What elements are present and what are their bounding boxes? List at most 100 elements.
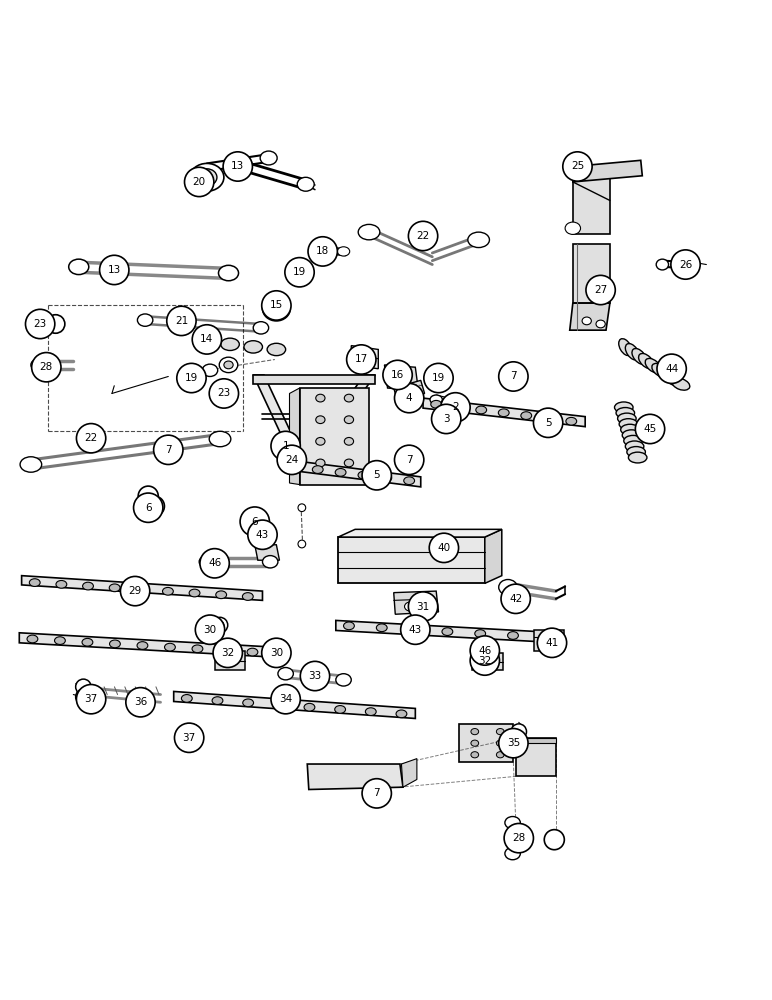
Circle shape: [134, 493, 163, 522]
Ellipse shape: [76, 679, 91, 695]
Ellipse shape: [508, 632, 519, 639]
Ellipse shape: [164, 643, 175, 651]
Ellipse shape: [221, 384, 236, 400]
Ellipse shape: [399, 448, 419, 468]
Ellipse shape: [182, 367, 201, 383]
Polygon shape: [516, 738, 556, 776]
Text: 14: 14: [200, 334, 214, 344]
Ellipse shape: [273, 701, 284, 709]
Ellipse shape: [496, 729, 504, 735]
Ellipse shape: [505, 817, 520, 829]
Ellipse shape: [471, 752, 479, 758]
Circle shape: [76, 424, 106, 453]
Circle shape: [100, 255, 129, 285]
Polygon shape: [307, 764, 403, 790]
Ellipse shape: [543, 415, 554, 422]
Circle shape: [25, 309, 55, 339]
Circle shape: [277, 445, 306, 475]
Ellipse shape: [498, 409, 509, 417]
Ellipse shape: [262, 556, 278, 568]
Ellipse shape: [46, 315, 65, 333]
Ellipse shape: [408, 622, 423, 637]
Ellipse shape: [27, 635, 38, 643]
Ellipse shape: [184, 733, 199, 749]
Ellipse shape: [316, 394, 325, 402]
Ellipse shape: [471, 729, 479, 735]
Ellipse shape: [371, 786, 382, 797]
Ellipse shape: [136, 586, 147, 593]
Ellipse shape: [218, 265, 239, 281]
Ellipse shape: [499, 580, 517, 595]
Ellipse shape: [365, 708, 376, 715]
Ellipse shape: [219, 357, 238, 373]
Ellipse shape: [56, 580, 66, 588]
Ellipse shape: [316, 416, 325, 424]
Text: 23: 23: [33, 319, 47, 329]
Ellipse shape: [184, 724, 199, 739]
Circle shape: [262, 291, 291, 320]
Polygon shape: [573, 244, 610, 303]
Circle shape: [563, 152, 592, 181]
Circle shape: [470, 636, 499, 665]
Circle shape: [408, 221, 438, 251]
Ellipse shape: [278, 668, 293, 680]
Ellipse shape: [272, 639, 287, 654]
Ellipse shape: [544, 830, 564, 850]
Ellipse shape: [476, 406, 486, 414]
Circle shape: [501, 584, 530, 613]
Polygon shape: [298, 375, 375, 468]
Circle shape: [432, 404, 461, 434]
Ellipse shape: [367, 782, 387, 802]
Text: 28: 28: [512, 833, 526, 843]
Ellipse shape: [335, 469, 346, 476]
Ellipse shape: [137, 314, 153, 326]
Circle shape: [185, 167, 214, 197]
Text: 19: 19: [185, 373, 198, 383]
Polygon shape: [394, 380, 425, 401]
Circle shape: [126, 688, 155, 717]
Ellipse shape: [197, 169, 217, 186]
Ellipse shape: [625, 441, 644, 452]
Polygon shape: [485, 529, 502, 583]
Ellipse shape: [83, 582, 93, 590]
Circle shape: [271, 685, 300, 714]
Ellipse shape: [628, 452, 647, 463]
Ellipse shape: [624, 435, 642, 446]
Text: 32: 32: [478, 656, 492, 666]
Ellipse shape: [428, 366, 449, 387]
Ellipse shape: [358, 471, 369, 479]
Ellipse shape: [138, 486, 158, 506]
Ellipse shape: [304, 703, 315, 711]
Text: 15: 15: [269, 300, 283, 310]
Circle shape: [76, 685, 106, 714]
Circle shape: [248, 520, 277, 549]
Circle shape: [499, 729, 528, 758]
Polygon shape: [401, 759, 417, 787]
Ellipse shape: [276, 643, 283, 651]
Ellipse shape: [505, 847, 520, 860]
Ellipse shape: [110, 584, 120, 592]
Ellipse shape: [110, 640, 120, 648]
Ellipse shape: [297, 177, 314, 191]
Ellipse shape: [144, 496, 164, 516]
Text: 23: 23: [217, 388, 231, 398]
Circle shape: [504, 823, 533, 853]
Polygon shape: [423, 398, 585, 427]
Text: 37: 37: [84, 694, 98, 704]
Ellipse shape: [619, 419, 638, 429]
Circle shape: [635, 414, 665, 444]
Text: 2: 2: [452, 402, 459, 412]
Ellipse shape: [496, 740, 504, 746]
Text: 21: 21: [174, 316, 188, 326]
Text: 27: 27: [594, 285, 608, 295]
Polygon shape: [394, 591, 438, 614]
Circle shape: [441, 393, 470, 422]
Polygon shape: [338, 529, 502, 537]
Circle shape: [347, 345, 376, 374]
Circle shape: [362, 461, 391, 490]
Circle shape: [223, 152, 252, 181]
Circle shape: [408, 592, 438, 621]
Ellipse shape: [245, 510, 265, 530]
Polygon shape: [287, 460, 421, 487]
Ellipse shape: [344, 622, 354, 630]
